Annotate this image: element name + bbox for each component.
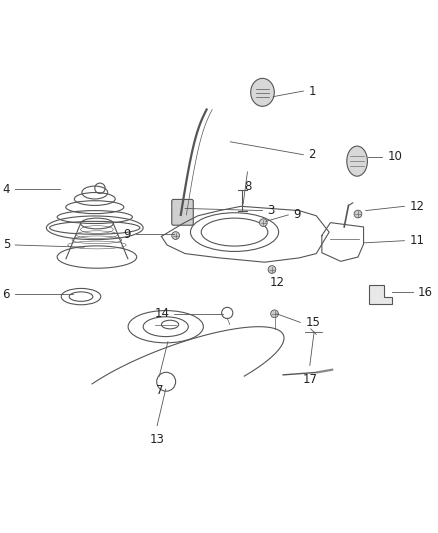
Circle shape xyxy=(172,232,180,239)
Text: 9: 9 xyxy=(293,208,301,221)
Text: 8: 8 xyxy=(244,180,251,192)
Text: 10: 10 xyxy=(387,150,402,163)
Ellipse shape xyxy=(251,78,274,106)
Text: 15: 15 xyxy=(305,316,320,329)
Text: 14: 14 xyxy=(154,308,169,320)
Text: 12: 12 xyxy=(410,200,424,213)
Text: 9: 9 xyxy=(123,228,131,241)
Text: 6: 6 xyxy=(3,288,10,301)
Text: 13: 13 xyxy=(150,433,165,446)
FancyBboxPatch shape xyxy=(172,199,193,225)
Text: 7: 7 xyxy=(155,384,163,397)
Circle shape xyxy=(268,265,276,273)
Text: 12: 12 xyxy=(270,277,285,289)
Text: 3: 3 xyxy=(268,204,275,217)
Circle shape xyxy=(354,210,362,218)
Polygon shape xyxy=(369,285,392,304)
Circle shape xyxy=(271,310,279,318)
Text: 16: 16 xyxy=(418,286,433,299)
Text: 1: 1 xyxy=(308,85,316,98)
Text: 4: 4 xyxy=(3,183,10,196)
Ellipse shape xyxy=(347,146,367,176)
Text: 5: 5 xyxy=(3,238,10,252)
Circle shape xyxy=(259,219,267,227)
Text: 17: 17 xyxy=(302,373,317,386)
Text: 11: 11 xyxy=(410,234,424,247)
Text: 2: 2 xyxy=(308,148,316,161)
